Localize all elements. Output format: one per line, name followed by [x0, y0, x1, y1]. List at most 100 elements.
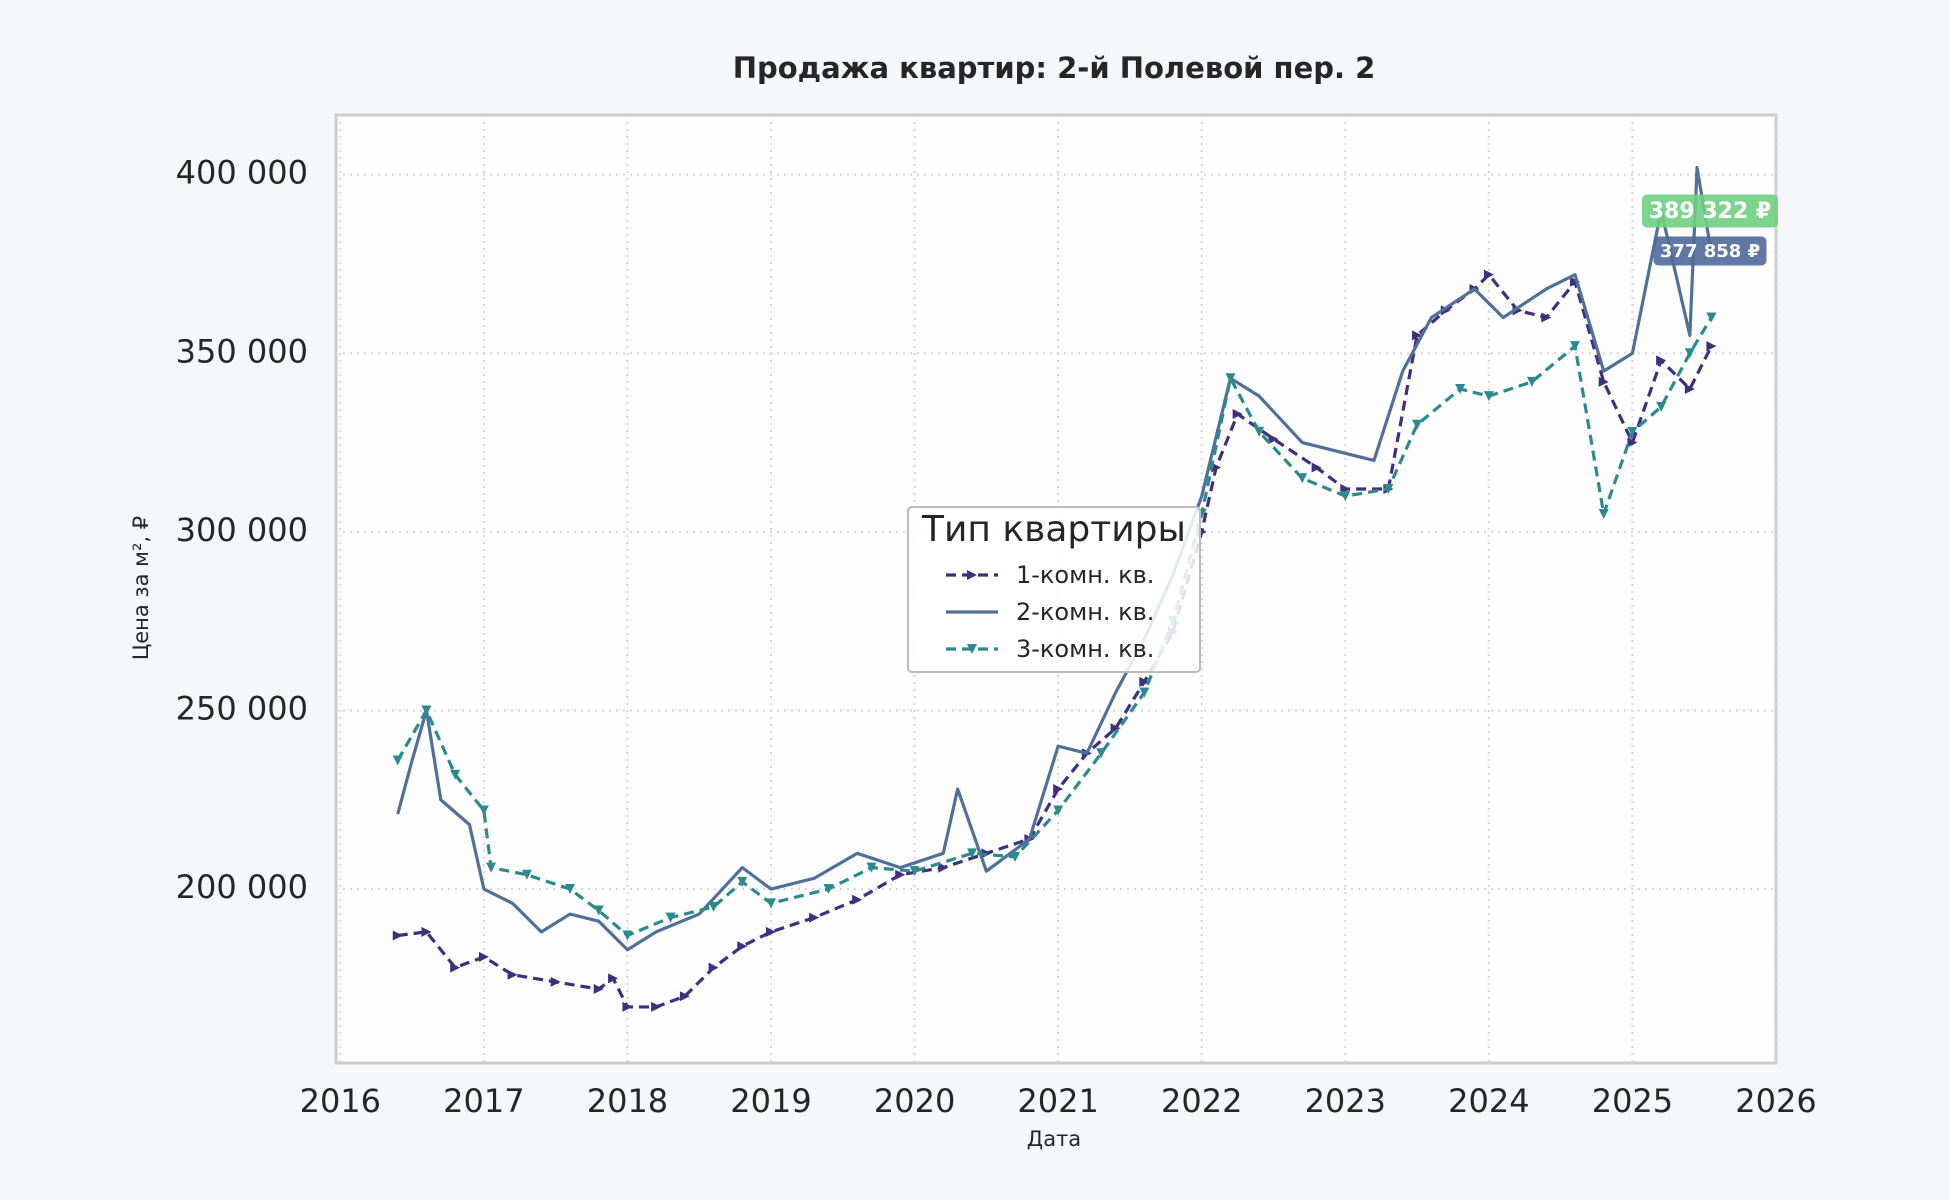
marker [1483, 391, 1494, 402]
marker [1570, 276, 1581, 287]
marker [967, 570, 977, 580]
marker [679, 991, 690, 1002]
marker [1225, 373, 1236, 384]
marker [1254, 426, 1265, 437]
marker [895, 869, 906, 880]
marker [1383, 483, 1394, 494]
legend-label: 1-комн. кв. [1016, 561, 1154, 589]
y-tick-label: 300 000 [176, 511, 308, 549]
marker [1526, 376, 1537, 387]
marker [967, 848, 978, 859]
marker [593, 905, 604, 916]
annotation: 389 322 ₽ [1642, 194, 1778, 228]
x-tick-label: 2025 [1592, 1082, 1673, 1120]
marker [737, 941, 748, 952]
marker [1139, 687, 1150, 698]
marker [1541, 312, 1552, 323]
line [396, 165, 1713, 952]
x-tick-label: 2023 [1305, 1082, 1386, 1120]
marker [1706, 341, 1717, 352]
x-tick-label: 2026 [1735, 1082, 1816, 1120]
marker [450, 769, 461, 780]
marker [1570, 341, 1581, 352]
marker [392, 755, 403, 766]
marker [593, 984, 604, 995]
legend: Тип квартиры 1-комн. кв. 2-комн. кв. 3-комн… [907, 506, 1201, 673]
marker [478, 805, 489, 816]
x-tick-label: 2021 [1017, 1082, 1098, 1120]
legend-label: 3-комн. кв. [1016, 635, 1154, 663]
marker [1627, 426, 1638, 437]
line [396, 316, 1713, 938]
marker [1232, 408, 1243, 419]
marker [1096, 748, 1107, 759]
annotation-box [1653, 236, 1767, 266]
marker [1297, 473, 1308, 484]
marker [651, 1001, 662, 1012]
marker [1139, 676, 1150, 687]
marker [1684, 348, 1695, 359]
marker [1656, 355, 1667, 366]
y-tick-label: 350 000 [176, 332, 308, 370]
x-tick-label: 2016 [300, 1082, 381, 1120]
marker [708, 901, 719, 912]
marker [852, 894, 863, 905]
marker [766, 926, 777, 937]
legend-label: 2-комн. кв. [1016, 598, 1154, 626]
marker [1412, 419, 1423, 430]
chart-title: Продажа квартир: 2-й Полевой пер. 2 [733, 51, 1376, 85]
marker [665, 912, 676, 923]
marker [1010, 851, 1021, 862]
marker [1684, 383, 1695, 394]
y-tick-label: 200 000 [176, 868, 308, 906]
marker [622, 930, 633, 941]
series [396, 165, 1713, 952]
marker [1483, 269, 1494, 280]
marker [1455, 383, 1466, 394]
marker [1053, 784, 1064, 795]
marker [565, 884, 576, 895]
marker [1340, 491, 1351, 502]
marker [1412, 330, 1423, 341]
marker [866, 862, 877, 873]
annotation-text: 377 858 ₽ [1660, 241, 1760, 262]
x-tick-label: 2020 [874, 1082, 955, 1120]
x-tick-label: 2024 [1448, 1082, 1529, 1120]
marker [967, 644, 977, 654]
legend-box [907, 506, 1201, 673]
x-tick-label: 2022 [1161, 1082, 1242, 1120]
marker [421, 705, 432, 716]
marker [622, 1001, 633, 1012]
marker [550, 976, 561, 987]
marker [909, 866, 920, 877]
y-tick-label: 400 000 [176, 154, 308, 192]
marker [1706, 312, 1717, 323]
marker [1268, 433, 1279, 444]
y-axis-label: Цена за м², ₽ [129, 516, 153, 660]
marker [1110, 723, 1121, 734]
marker [486, 862, 497, 873]
marker [1598, 508, 1609, 519]
line [397, 273, 1713, 1009]
marker [938, 862, 949, 873]
marker [1627, 437, 1638, 448]
annotation-text: 389 322 ₽ [1649, 199, 1771, 224]
x-tick-label: 2019 [730, 1082, 811, 1120]
marker [1311, 462, 1322, 473]
marker [1656, 401, 1667, 412]
annotation: 377 858 ₽ [1653, 236, 1767, 266]
annotation-box [1642, 194, 1778, 228]
marker [478, 951, 489, 962]
marker [1053, 805, 1064, 816]
marker [450, 962, 461, 973]
marker [521, 869, 532, 880]
marker [708, 962, 719, 973]
legend-title: Тип квартиры [921, 509, 1186, 550]
marker [608, 973, 619, 984]
y-tick-label: 250 000 [176, 689, 308, 727]
marker [809, 912, 820, 923]
marker [823, 884, 834, 895]
marker [421, 926, 432, 937]
